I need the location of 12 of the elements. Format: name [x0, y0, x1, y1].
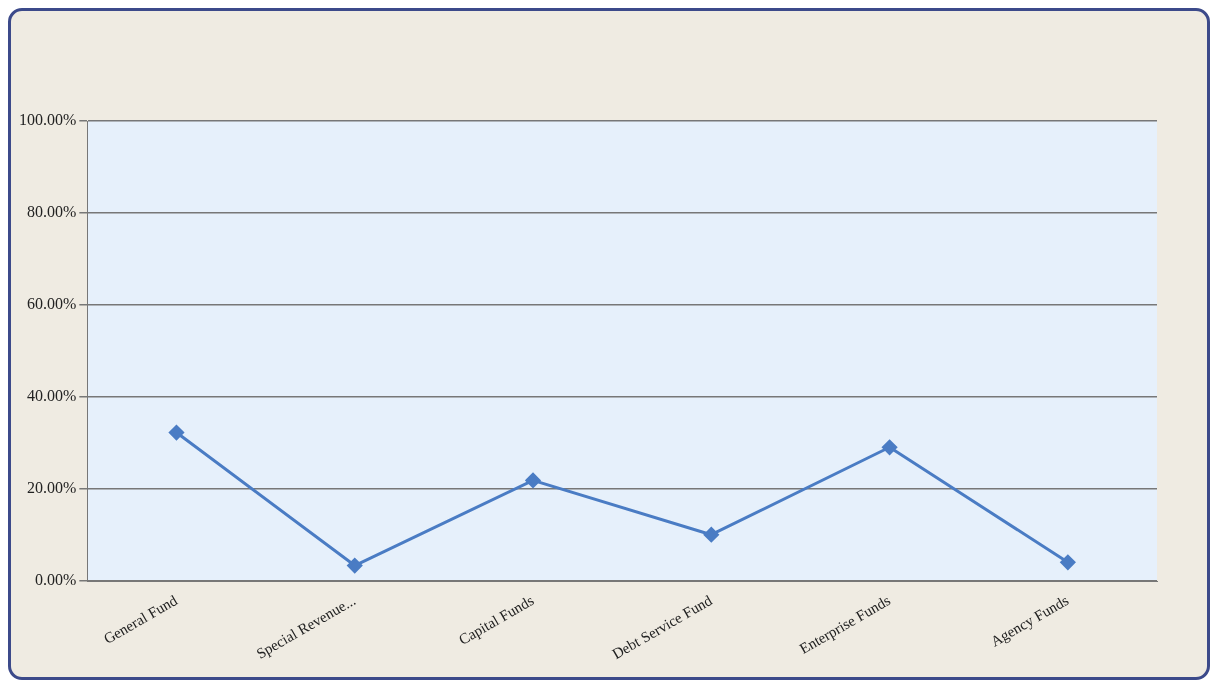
y-tick-label: 40.00% — [27, 387, 77, 405]
y-tick-label: 80.00% — [27, 203, 77, 221]
y-tick-label: 0.00% — [35, 571, 77, 589]
point — [525, 472, 541, 488]
point — [1060, 554, 1076, 570]
y-tick-label: 20.00% — [27, 479, 77, 497]
y-tick-label: 60.00% — [27, 295, 77, 313]
point — [347, 558, 363, 574]
point — [168, 425, 184, 441]
point — [882, 439, 898, 455]
point — [703, 527, 719, 543]
y-tick-label: 100.00% — [19, 111, 77, 129]
